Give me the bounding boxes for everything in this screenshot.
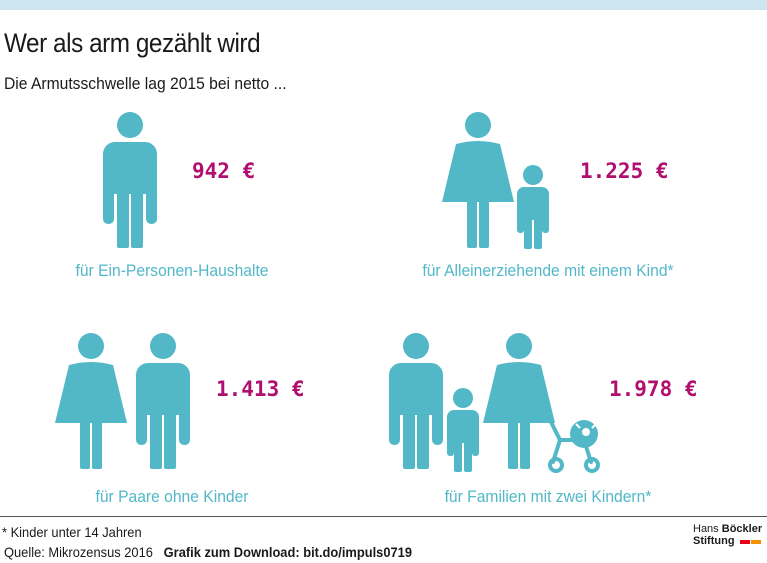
child-figure-icon [517, 165, 549, 249]
caption-couple: für Paare ohne Kinder [95, 487, 249, 506]
man-figure-icon [136, 333, 190, 469]
footnote: * Kinder unter 14 Jahren [2, 524, 142, 540]
price-family: 1.978 € [609, 377, 698, 401]
woman-figure-icon [483, 333, 555, 469]
page-title: Wer als arm gezählt wird [4, 28, 261, 58]
page-subtitle: Die Armutsschwelle lag 2015 bei netto ..… [4, 74, 287, 93]
hans-boeckler-logo: Hans Böckler Stiftung [693, 523, 762, 547]
logo-text-stiftung: Stiftung [693, 535, 735, 547]
source-text: Quelle: Mikrozensus 2016 [4, 544, 153, 560]
woman-figure-icon [55, 333, 127, 469]
price-single: 942 € [192, 159, 256, 183]
woman-figure-icon [442, 112, 514, 248]
stroller-icon [540, 402, 600, 473]
logo-bars-icon [739, 535, 762, 547]
price-couple: 1.413 € [216, 377, 305, 401]
source-line: Quelle: Mikrozensus 2016 Grafik zum Down… [4, 544, 412, 560]
download-link[interactable]: Grafik zum Download: bit.do/impuls0719 [163, 544, 413, 560]
baby-icon [575, 423, 597, 436]
logo-text-hans: Hans [693, 523, 719, 535]
man-figure-icon [389, 333, 443, 469]
child-figure-icon [447, 388, 479, 472]
price-single-parent: 1.225 € [580, 159, 669, 183]
caption-single-parent: für Alleinerziehende mit einem Kind* [422, 261, 674, 280]
adult-figure-icon [103, 112, 157, 248]
top-accent-bar [0, 0, 767, 10]
caption-single: für Ein-Personen-Haushalte [75, 261, 269, 280]
footer-divider [0, 516, 767, 517]
caption-family: für Familien mit zwei Kindern* [444, 487, 652, 506]
logo-text-boeckler: Böckler [721, 523, 763, 535]
